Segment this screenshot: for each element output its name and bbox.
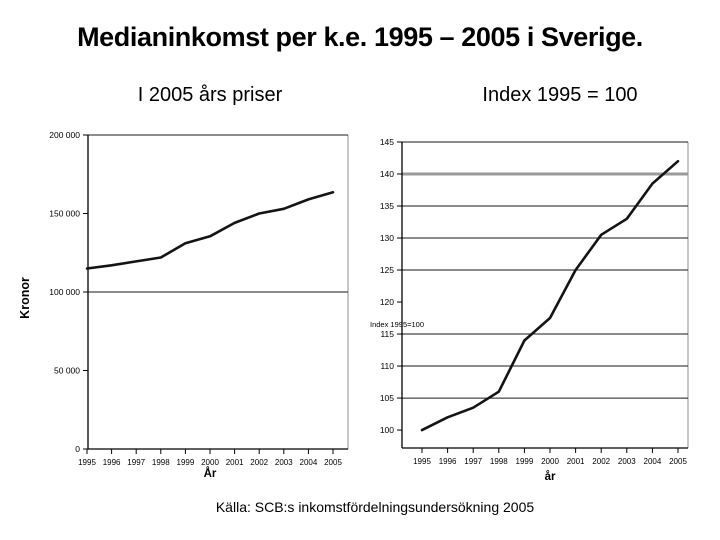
x-tick-label: 2002	[592, 457, 610, 466]
x-tick-label: 1995	[413, 457, 431, 466]
y-tick-label: 140	[380, 169, 394, 179]
source-caption: Källa: SCB:s inkomstfördelningsundersökn…	[215, 499, 535, 515]
x-tick-label: 1999	[177, 458, 195, 467]
x-tick-label: 2001	[226, 458, 244, 467]
y-tick-label: 145	[380, 137, 394, 147]
y-tick-label: 105	[380, 393, 394, 403]
y-tick-label: 115	[380, 329, 394, 339]
x-tick-label: 1999	[516, 457, 534, 466]
y-tick-label: 130	[380, 233, 394, 243]
kronor-line-chart: 0 50 000 100 000 150 000 200 000 1995 1996 1997…	[20, 130, 349, 480]
slide-title: Medianinkomst per k.e. 1995 – 2005 i Sve…	[77, 22, 643, 52]
y-axis-title: Kronor	[20, 277, 32, 319]
x-tick-label: 1998	[152, 458, 170, 467]
x-tick-label: 1996	[439, 457, 457, 466]
y-tick-label: 125	[380, 265, 394, 275]
x-tick-label: 2003	[275, 458, 293, 467]
y-tick-label: 120	[380, 297, 394, 307]
x-tick-label: 1998	[490, 457, 508, 466]
chart-annotation: Index 1995=100	[370, 320, 424, 329]
x-tick-label: 2003	[618, 457, 636, 466]
x-axis-title: år	[545, 471, 556, 483]
right-chart-subtitle: Index 1995 = 100	[482, 84, 638, 106]
y-tick-label: 50 000	[54, 366, 80, 376]
y-tick-label: 110	[380, 361, 394, 371]
x-tick-label: 2005	[669, 457, 687, 466]
x-axis-title: År	[204, 467, 217, 480]
y-tick-label: 0	[75, 444, 80, 454]
y-tick-label: 200 000	[49, 130, 80, 140]
x-tick-label: 2000	[201, 458, 219, 467]
left-chart-subtitle: I 2005 års priser	[137, 84, 283, 106]
x-tick-label: 1997	[464, 457, 482, 466]
y-tick-label: 150 000	[49, 209, 80, 219]
x-tick-label: 2005	[324, 458, 342, 467]
y-tick-label: 100 000	[49, 287, 80, 297]
x-tick-label: 1997	[127, 458, 145, 467]
y-tick-label: 100	[380, 425, 394, 435]
y-tick-label: 135	[380, 201, 394, 211]
index-line-chart: 100 105 110 115 120 125 130 135 140 145 1995 1996 19…	[370, 137, 689, 483]
x-tick-label: 2004	[644, 457, 662, 466]
series-line	[85, 191, 335, 270]
x-tick-label: 1996	[103, 458, 121, 467]
x-tick-label: 2000	[541, 457, 559, 466]
x-tick-label: 1995	[78, 458, 96, 467]
series-line	[420, 159, 680, 432]
x-tick-label: 2001	[567, 457, 585, 466]
x-tick-label: 2002	[250, 458, 268, 467]
x-tick-label: 2004	[300, 458, 318, 467]
